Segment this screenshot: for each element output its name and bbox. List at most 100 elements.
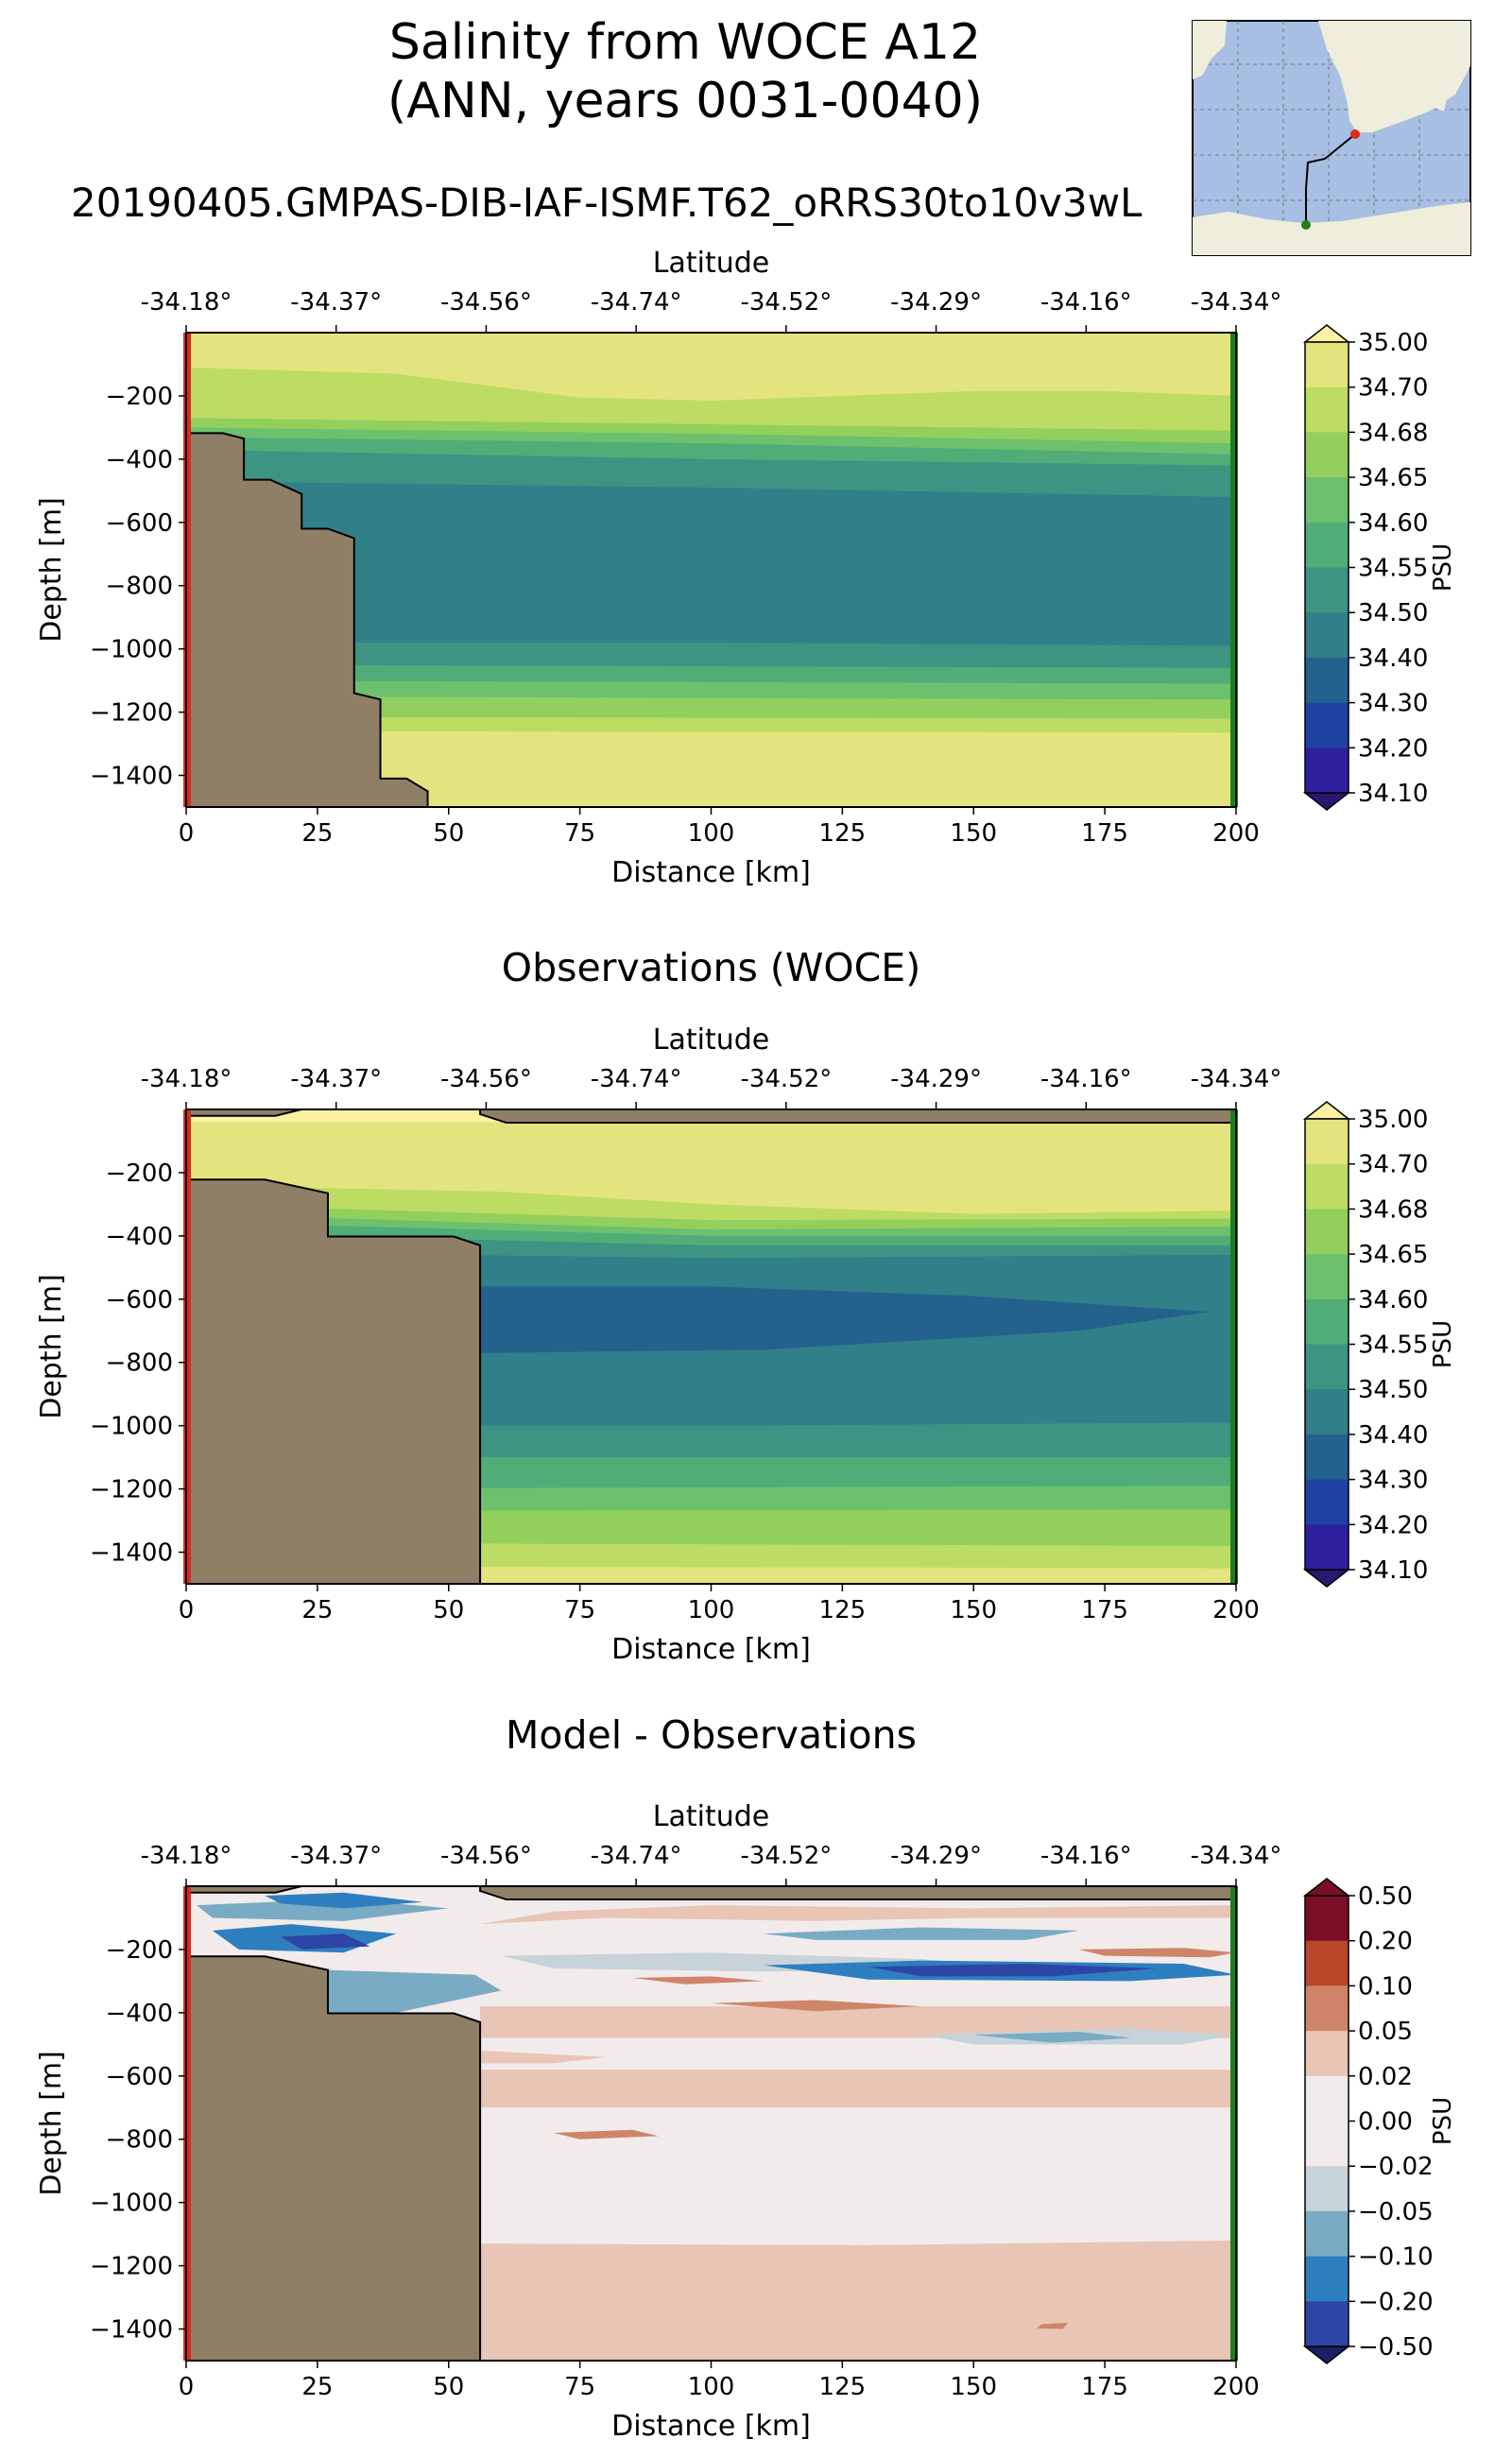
y-tick-label: −400	[106, 446, 173, 474]
lat-tick-label: -34.56°	[440, 1065, 532, 1093]
y-tick-label: −1400	[90, 1539, 173, 1568]
anomaly-patch-16	[553, 2129, 659, 2139]
anomaly-patch-7	[764, 1927, 1079, 1940]
colorbar-tick-label: 34.60	[1358, 509, 1428, 538]
colorbar-tick-label: −0.05	[1358, 2198, 1434, 2226]
lat-tick-label: -34.18°	[141, 1065, 232, 1093]
inset-map	[1192, 20, 1471, 256]
colorbar: 0.50 0.20 0.10 0.05 0.02 0.00 −0.02 −0.05 −0.10 −…	[1302, 1878, 1457, 2364]
anomaly-patch-2	[265, 1892, 422, 1909]
section-end-bar	[1230, 333, 1238, 807]
latitude-axis-label: Latitude	[653, 1023, 769, 1057]
bathymetry	[186, 432, 429, 807]
colorbar-tick-label: 34.55	[1358, 1332, 1428, 1360]
lat-tick-label: -34.74°	[591, 1842, 682, 1870]
lat-tick-label: -34.56°	[440, 1842, 532, 1870]
colorbar-tick-label: 34.50	[1358, 1376, 1428, 1404]
colorbar-tick-label: 0.00	[1358, 2108, 1413, 2137]
x-tick-label: 125	[819, 819, 867, 848]
y-tick-label: −200	[106, 383, 173, 411]
x-tick-label: 175	[1081, 2373, 1128, 2401]
colorbar-swatch	[1305, 1389, 1349, 1435]
colorbar-swatch	[1305, 522, 1349, 568]
colorbar-tick-label: 34.40	[1358, 1421, 1428, 1450]
colorbar-tick-label: 34.65	[1358, 464, 1428, 492]
colorbar: 35.00 34.70 34.68 34.65 34.60 34.55 34.50 34.40…	[1302, 1101, 1457, 1588]
bathymetry	[186, 1955, 482, 2361]
x-tick-label: 75	[564, 2373, 595, 2401]
y-tick-label: −400	[106, 1223, 173, 1251]
y-tick-label: −1000	[90, 636, 173, 664]
lat-tick-label: -34.56°	[440, 288, 532, 317]
colorbar-tick-label: 0.50	[1358, 1882, 1413, 1911]
y-tick-label: −600	[106, 509, 173, 538]
x-tick-label: 0	[179, 2373, 195, 2401]
colorbar-swatch	[1305, 657, 1349, 704]
x-tick-label: 125	[819, 2373, 867, 2401]
colorbar-tick-label: 34.20	[1358, 1511, 1428, 1539]
lat-tick-label: -34.16°	[1040, 288, 1132, 317]
colorbar-extend-bottom	[1302, 2345, 1351, 2364]
y-tick-label: −800	[106, 2126, 173, 2155]
colorbar-extend-top	[1302, 324, 1351, 343]
colorbar-tick-label: 34.30	[1358, 690, 1428, 718]
contour-band-12	[186, 730, 1236, 807]
colorbar-tick-label: 34.65	[1358, 1241, 1428, 1269]
colorbar-swatch	[1305, 1298, 1349, 1345]
x-tick-label: 75	[564, 1596, 595, 1624]
lat-tick-label: -34.18°	[141, 288, 232, 317]
panel-2: 0 25 50 75 100 125 150 175 200 −200 −400 −600 −800 −1…	[35, 1023, 1457, 1666]
colorbar-swatch	[1305, 702, 1349, 748]
x-tick-label: 25	[301, 819, 333, 848]
x-tick-label: 200	[1212, 1596, 1260, 1624]
lat-tick-label: -34.16°	[1040, 1065, 1132, 1093]
colorbar-extend-bottom	[1302, 792, 1351, 811]
x-tick-label: 175	[1081, 1596, 1128, 1624]
y-tick-label: −200	[106, 1936, 173, 1965]
colorbar-swatch	[1305, 1119, 1349, 1165]
y-tick-label: −800	[106, 573, 173, 601]
colorbar-tick-label: −0.02	[1358, 2153, 1434, 2181]
y-tick-label: −1400	[90, 763, 173, 791]
lat-tick-label: -34.18°	[141, 1842, 232, 1870]
colorbar-tick-label: 35.00	[1358, 1106, 1428, 1134]
colorbar-swatch	[1305, 1524, 1349, 1571]
figure-title-line1: Salinity from WOCE A12	[388, 14, 982, 71]
x-tick-label: 100	[688, 1596, 735, 1624]
y-tick-label: −600	[106, 1286, 173, 1314]
x-tick-label: 0	[179, 819, 195, 848]
colorbar-tick-label: −0.50	[1358, 2333, 1434, 2362]
x-tick-label: 200	[1212, 2373, 1260, 2401]
colorbar-swatch	[1305, 1344, 1349, 1390]
colorbar-tick-label: 34.10	[1358, 780, 1428, 808]
lat-tick-label: -34.52°	[740, 1842, 832, 1870]
bathymetry	[186, 1178, 482, 1584]
x-tick-label: 200	[1212, 819, 1260, 848]
lat-tick-label: -34.34°	[1191, 1065, 1282, 1093]
figure-title-line2: (ANN, years 0031-0040)	[387, 73, 984, 129]
x-tick-label: 100	[688, 2373, 735, 2401]
anomaly-patch-12	[973, 2031, 1131, 2043]
colorbar-swatch	[1305, 1940, 1349, 1986]
y-axis-label: Depth [m]	[35, 497, 68, 643]
x-tick-label: 0	[179, 1596, 195, 1624]
section-end-bar	[1230, 1886, 1238, 2361]
lat-tick-label: -34.37°	[290, 288, 382, 317]
lat-tick-label: -34.37°	[290, 1842, 382, 1870]
section-end-bar	[1230, 1109, 1238, 1584]
anomaly-patch-6	[632, 1976, 765, 1984]
colorbar-swatch	[1305, 567, 1349, 613]
colorbar-tick-label: 0.20	[1358, 1928, 1413, 1956]
colorbar-swatch	[1305, 387, 1349, 433]
colorbar-swatch	[1305, 1434, 1349, 1481]
colorbar-tick-label: 34.60	[1358, 1286, 1428, 1314]
colorbar-swatch	[1305, 1163, 1349, 1210]
panel-1: 0 25 50 75 100 125 150 175 200 −200 −400 −600 −800 −1…	[35, 247, 1457, 889]
y-tick-label: −600	[106, 2063, 173, 2091]
colorbar-swatch	[1305, 2166, 1349, 2212]
colorbar-swatch	[1305, 2031, 1349, 2077]
colorbar-tick-label: 34.70	[1358, 1151, 1428, 1179]
lat-tick-label: -34.37°	[290, 1065, 382, 1093]
y-axis-label: Depth [m]	[35, 1274, 68, 1419]
transect-end-marker	[1301, 220, 1311, 230]
